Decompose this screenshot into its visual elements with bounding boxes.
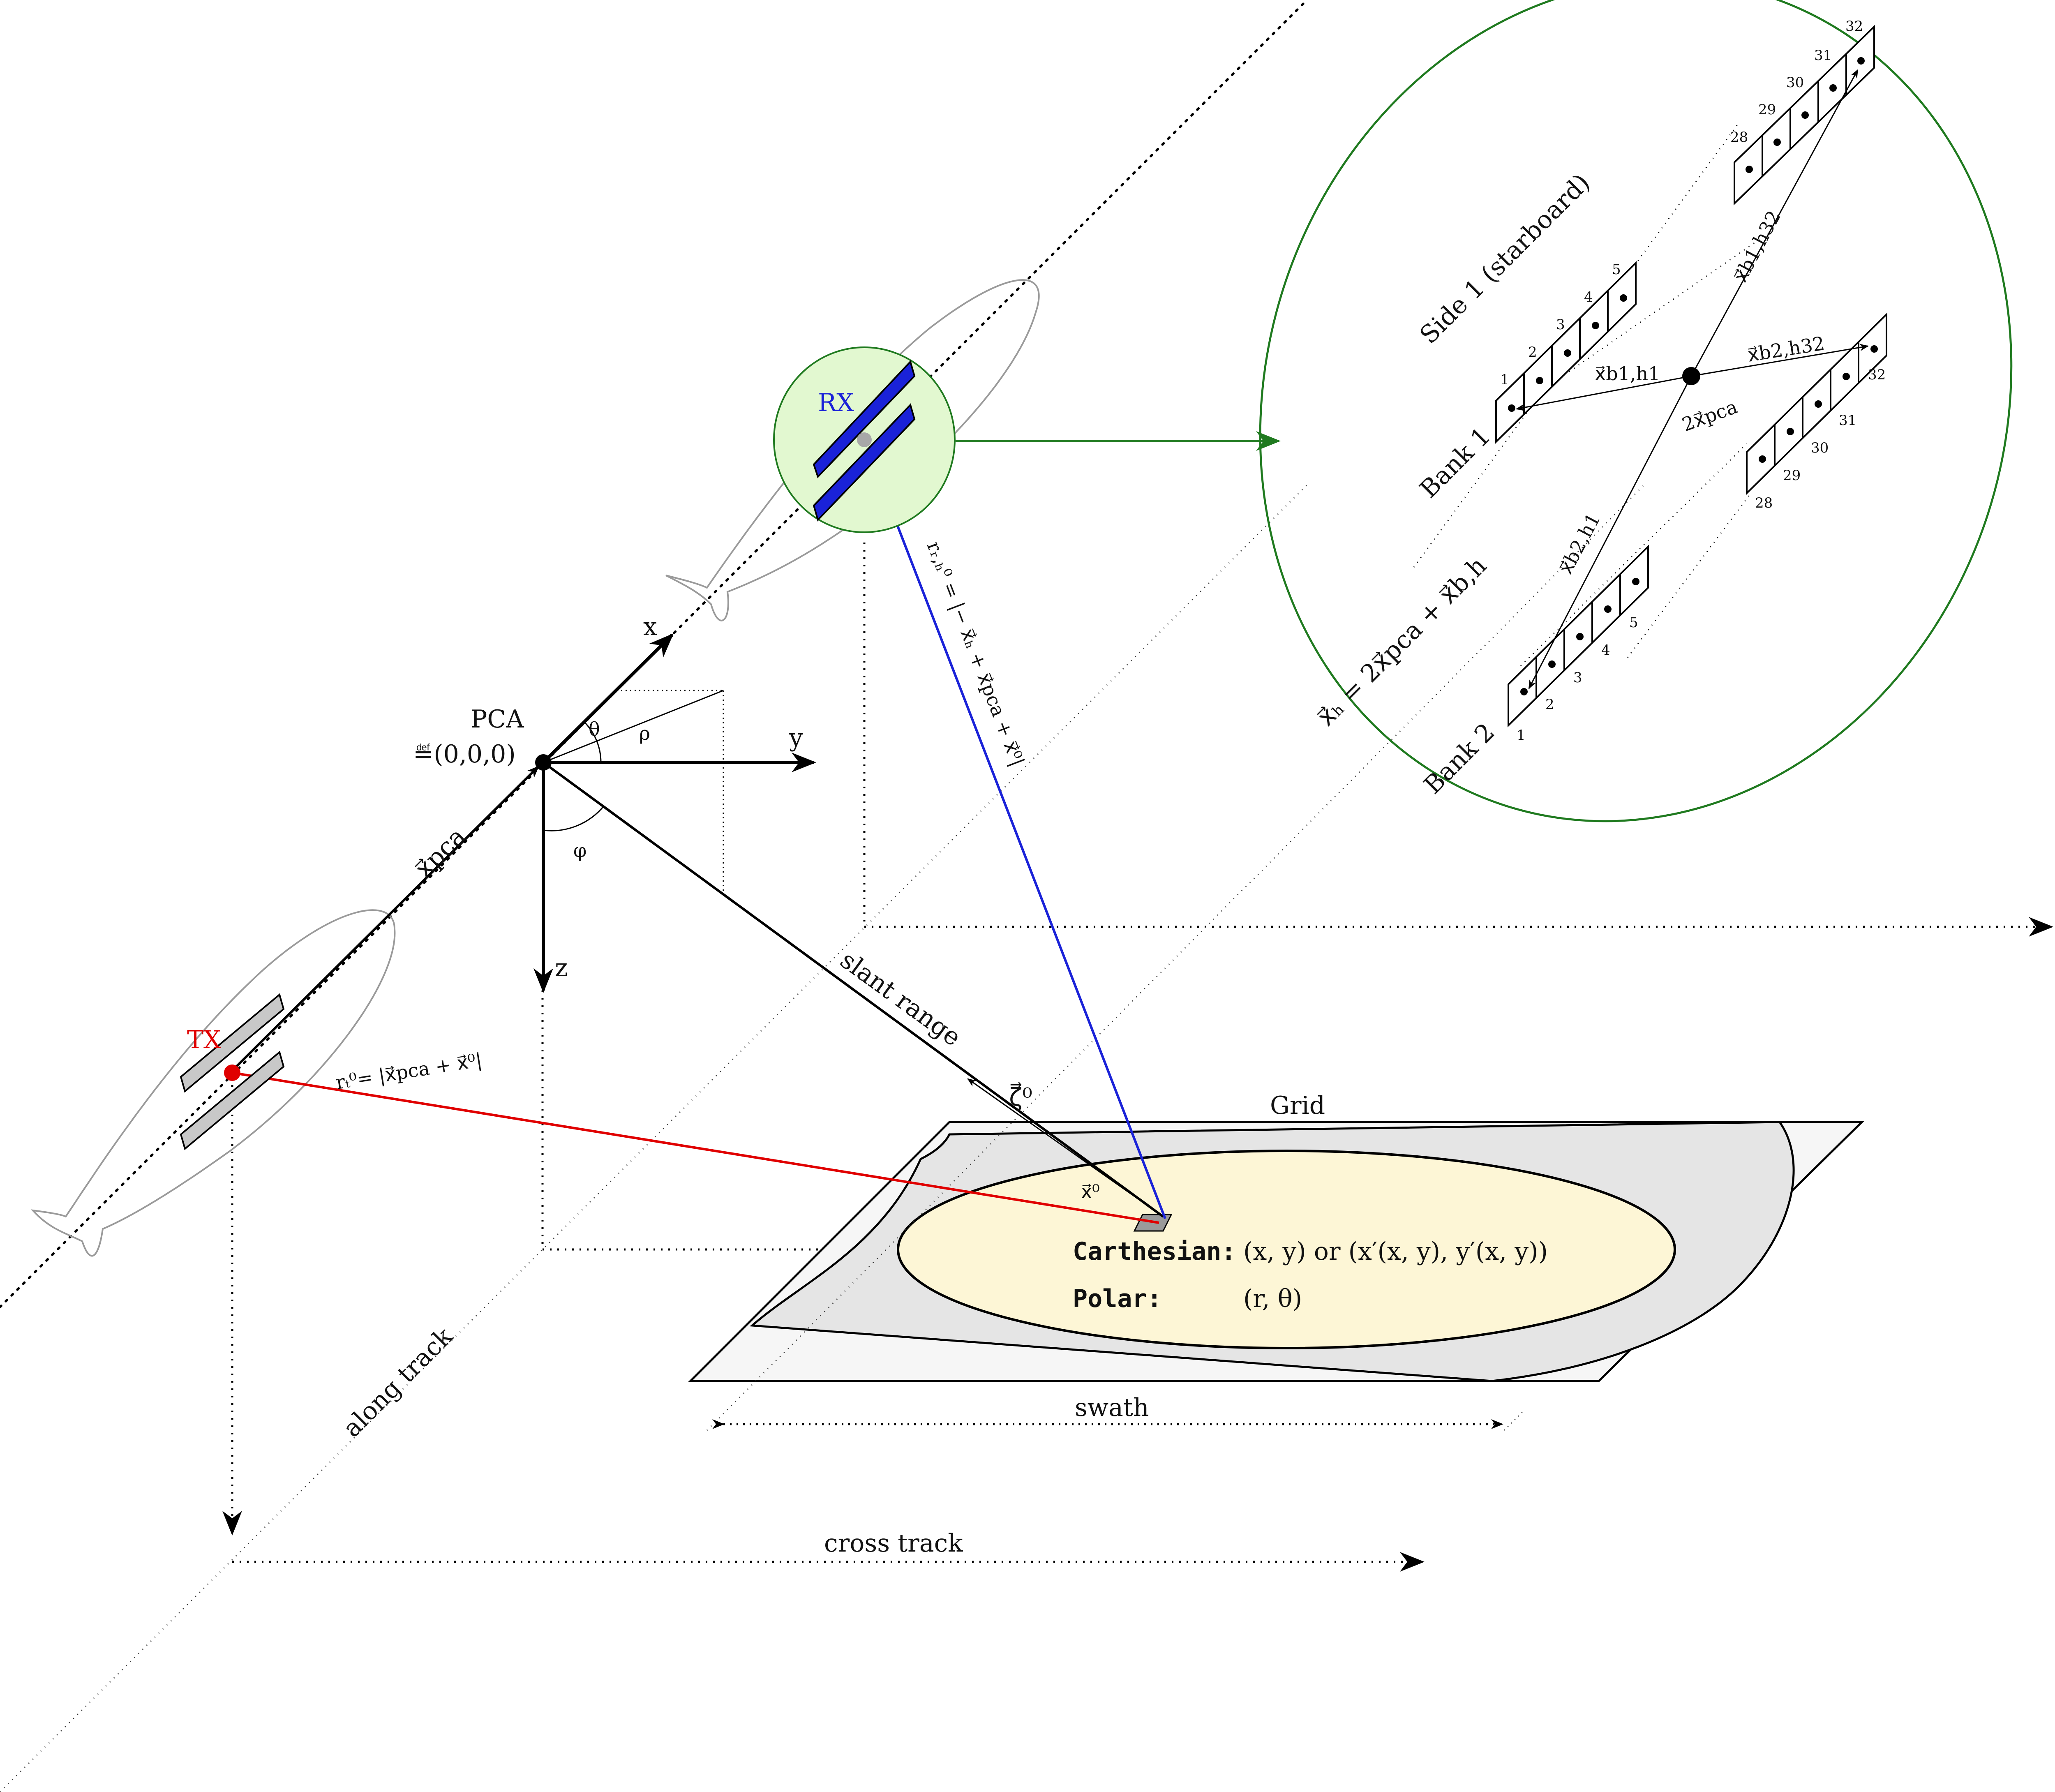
polar-expression: (r, θ) <box>1243 1284 1302 1313</box>
polar-label: Polar: <box>1073 1284 1162 1313</box>
bank1-elem-32: 32 <box>1845 18 1863 35</box>
cross-track-label: cross track <box>824 1529 963 1558</box>
x0-label: x⃗⁰ <box>1081 1180 1100 1203</box>
bank2-elem-3: 3 <box>1573 670 1582 686</box>
bank1-elem-30: 30 <box>1786 74 1804 91</box>
swath-label: swath <box>1075 1393 1149 1422</box>
tx-vessel-outline <box>30 909 396 1257</box>
bank1-elem-2: 2 <box>1528 344 1537 360</box>
tx-range-label: rₜ⁰= |x⃗pca + x⃗⁰| <box>334 1048 483 1094</box>
carthesian-label: Carthesian: <box>1073 1237 1236 1266</box>
receiver-array-inset <box>1259 0 2013 822</box>
bank2-elem-1: 1 <box>1517 727 1526 744</box>
inset-xh-formula: x⃗ₕ = 2x⃗pca + x⃗b,h <box>1312 551 1492 732</box>
rx-range-label: rᵣ,ₕ⁰ = |− x⃗ₕ + x⃗pca + x⃗⁰| <box>923 538 1029 769</box>
inset-b1h32-label: x⃗b1,h32 <box>1729 207 1785 286</box>
inset-center-dot <box>1682 367 1700 385</box>
tx-label: TX <box>187 1025 221 1054</box>
swath-arrow <box>706 484 1645 1431</box>
inset-b2h1-label: x⃗b2,h1 <box>1554 509 1605 577</box>
along-track-label: along track <box>337 1322 458 1443</box>
rho-label: ρ <box>639 722 650 744</box>
theta-label: θ <box>589 718 600 740</box>
grid-label: Grid <box>1270 1091 1325 1120</box>
inset-b2h32-label: x⃗b2,h32 <box>1746 332 1826 366</box>
pca-label: PCA <box>471 705 524 734</box>
bank2-elem-30: 30 <box>1811 440 1829 456</box>
bank2-elem-31: 31 <box>1839 412 1856 429</box>
bank1-elem-4: 4 <box>1584 289 1593 305</box>
bank1-elem-28: 28 <box>1730 129 1748 145</box>
bank1-elem-3: 3 <box>1556 316 1565 333</box>
carthesian-expression: (x, y) or (x′(x, y), y′(x, y)) <box>1243 1237 1548 1266</box>
bank1-elem-1: 1 <box>1500 372 1509 388</box>
inset-side-label: Side 1 (starboard) <box>1414 168 1596 349</box>
tx-dot <box>224 1065 240 1081</box>
bank2-elem-4: 4 <box>1601 642 1610 658</box>
inset-center-label: 2x⃗pca <box>1679 395 1740 436</box>
inset-bank1-label: Bank 1 <box>1414 422 1496 503</box>
rx-label: RX <box>818 388 854 417</box>
pca-definition: ≝(0,0,0) <box>413 740 516 769</box>
axis-z-label: z <box>555 954 568 982</box>
track-lines <box>0 0 1308 1792</box>
seabed-grid <box>688 1121 1865 1382</box>
geometry-vectors <box>229 633 1164 1218</box>
zeta-label: ζ⃗⁰ <box>1009 1082 1032 1112</box>
bank2-elem-28: 28 <box>1755 495 1773 511</box>
phi-label: φ <box>573 839 586 861</box>
inset-b1h1-label: x⃗b1,h1 <box>1595 363 1660 385</box>
rx-transducer <box>773 346 956 533</box>
projection-lines <box>222 543 2053 1572</box>
x-pca-label: x⃗pca <box>409 822 471 884</box>
acoustic-rays <box>232 439 1166 1224</box>
bank2-elem-29: 29 <box>1783 467 1801 484</box>
axis-x-label: x <box>643 612 657 641</box>
bank1-elem-5: 5 <box>1612 261 1621 278</box>
bank2-elem-5: 5 <box>1629 614 1638 631</box>
axis-y-label: y <box>789 723 803 752</box>
rx-dot <box>857 432 872 447</box>
pca-origin-dot <box>535 754 552 771</box>
bank2-elem-2: 2 <box>1545 696 1554 713</box>
bank2-elem-32: 32 <box>1868 367 1886 383</box>
bank1-elem-31: 31 <box>1814 47 1832 64</box>
tx-transducer <box>180 993 285 1150</box>
slant-range-label: slant range <box>835 946 966 1052</box>
bank1-elem-29: 29 <box>1758 102 1776 118</box>
